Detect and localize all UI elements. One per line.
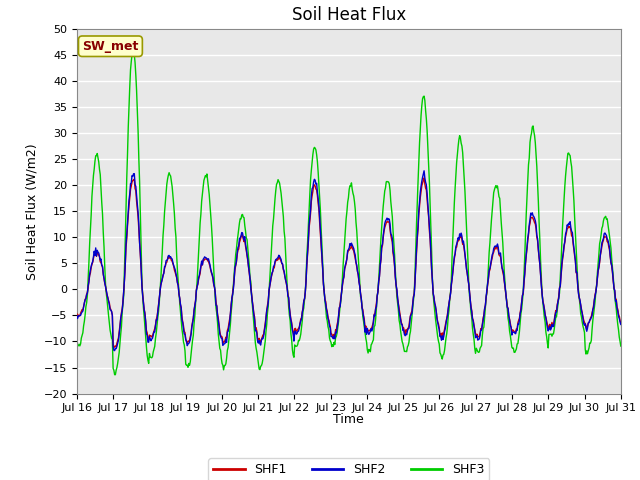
Text: SW_met: SW_met (82, 40, 139, 53)
Y-axis label: Soil Heat Flux (W/m2): Soil Heat Flux (W/m2) (25, 143, 38, 279)
X-axis label: Time: Time (333, 413, 364, 426)
Legend: SHF1, SHF2, SHF3: SHF1, SHF2, SHF3 (209, 458, 489, 480)
Title: Soil Heat Flux: Soil Heat Flux (292, 6, 406, 24)
